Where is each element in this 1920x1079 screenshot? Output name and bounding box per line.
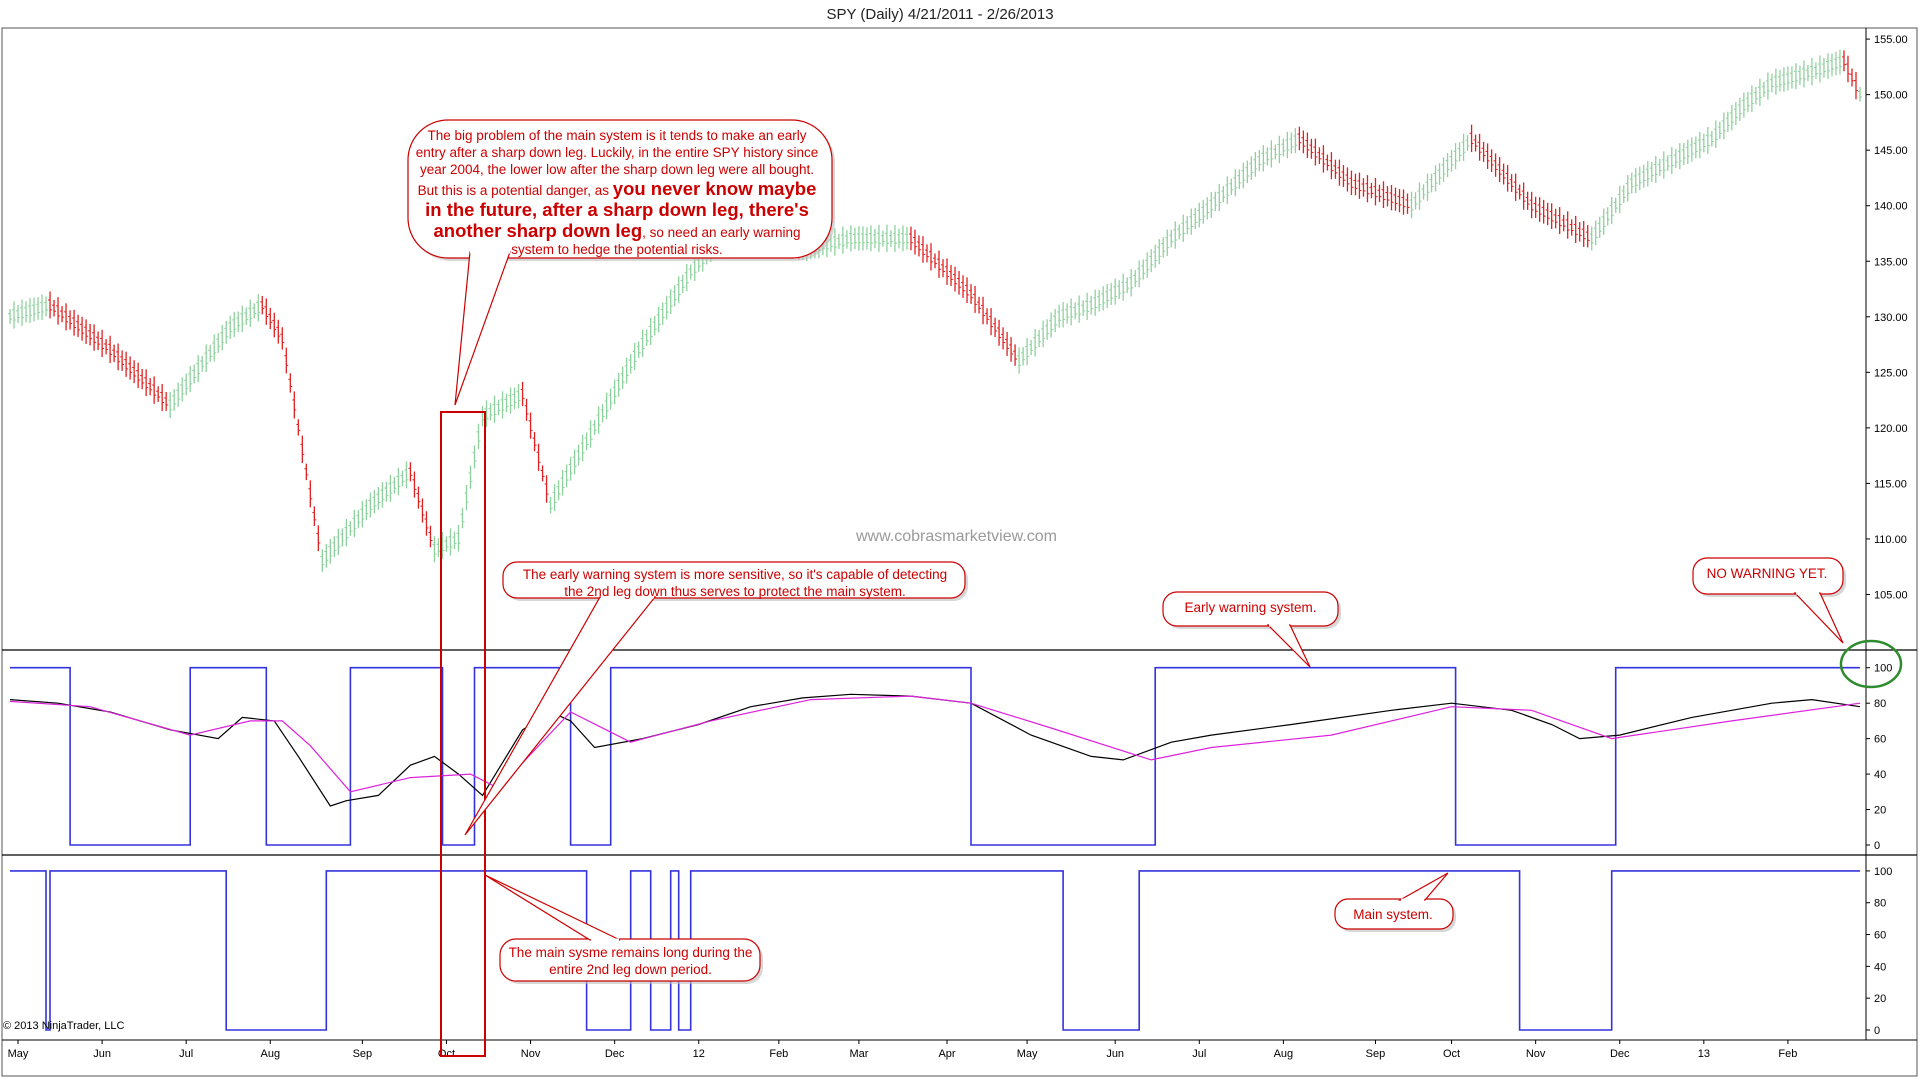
main-system-axis: 0 20 40 60 80 100 [1866, 866, 1892, 1037]
x-tick-label: Jun [93, 1048, 111, 1060]
early-warning-lines [9, 666, 1861, 846]
y-tick-label: 115.00 [1874, 478, 1907, 490]
callout-no-warning [1692, 557, 1844, 595]
x-tick-label: Nov [1526, 1048, 1546, 1060]
x-tick-label: Aug [260, 1048, 280, 1060]
callout-main-remains-tail [484, 874, 621, 941]
callout-problem-tail [454, 251, 511, 406]
y-tick-label: 110.00 [1874, 534, 1907, 546]
x-tick-label: Dec [1610, 1048, 1630, 1060]
y-tick-label: 120.00 [1874, 423, 1908, 435]
copyright: © 2013 NinjaTrader, LLC [3, 1020, 125, 1032]
x-tick-label: Jul [1192, 1048, 1206, 1060]
highlight-box [440, 411, 486, 1057]
y-tick-label: 80 [1874, 898, 1886, 910]
callout-main-remains [499, 938, 761, 982]
callout-problem [407, 119, 833, 259]
y-tick-label: 135.00 [1874, 256, 1908, 268]
y-tick-label: 20 [1874, 805, 1886, 817]
y-tick-label: 150.00 [1874, 90, 1908, 102]
y-tick-label: 80 [1874, 698, 1886, 710]
y-tick-label: 140.00 [1874, 201, 1908, 213]
x-tick-label: 13 [1698, 1048, 1710, 1060]
y-tick-label: 60 [1874, 930, 1886, 942]
callout-early-sensitive-tail [464, 596, 657, 836]
x-tick-label: Feb [1778, 1048, 1797, 1060]
callout-no-warning-tail [1793, 592, 1844, 644]
y-tick-label: 155.00 [1874, 34, 1908, 46]
callout-main-label [1334, 898, 1454, 930]
x-tick-label: Feb [769, 1048, 788, 1060]
x-tick-label: Aug [1274, 1048, 1294, 1060]
main-system-lines [10, 870, 1860, 1031]
x-tick-label: May [8, 1048, 29, 1060]
y-tick-label: 145.00 [1874, 145, 1908, 157]
x-tick-label: May [1017, 1048, 1038, 1060]
watermark: www.cobrasmarketview.com [856, 528, 1057, 545]
y-tick-label: 0 [1874, 1025, 1880, 1037]
x-tick-label: Sep [353, 1048, 373, 1060]
y-tick-label: 100 [1874, 866, 1892, 878]
x-tick-label: Mar [849, 1048, 868, 1060]
callout-problem-post: , so need an early warning system to hed… [511, 225, 801, 257]
x-tick-label: Jun [1106, 1048, 1124, 1060]
date-axis: May Jun Jul Aug Sep Oct Nov Dec 12 Feb Mar Apr May Ju… [8, 1040, 1797, 1060]
early-warning-axis: 0 20 40 60 80 100 [1866, 663, 1892, 852]
price-candles [8, 49, 1862, 572]
chart-border [1, 27, 1918, 1077]
y-tick-label: 125.00 [1874, 367, 1908, 379]
y-tick-label: 40 [1874, 769, 1886, 781]
callout-early-label [1162, 591, 1339, 627]
x-tick-label: Oct [1443, 1048, 1460, 1060]
y-tick-label: 0 [1874, 840, 1880, 852]
x-tick-label: Nov [521, 1048, 541, 1060]
y-tick-label: 105.00 [1874, 589, 1908, 601]
x-tick-label: Apr [938, 1048, 955, 1060]
callout-early-label-tail [1266, 624, 1311, 668]
y-tick-label: 40 [1874, 961, 1886, 973]
series-line [9, 693, 1861, 807]
callout-problem-bold: you never know maybe in the future, afte… [425, 178, 817, 241]
callout-early-sensitive: The early warning system is more sensiti… [522, 567, 948, 599]
callout-early-sensitive [502, 561, 966, 599]
no-warning-circle [1839, 639, 1903, 689]
price-axis: 105.00 110.00 115.00 120.00 125.00 130.00 135.… [1866, 34, 1908, 601]
callout-problem-pre: The big problem of the main system is it… [415, 128, 819, 198]
y-tick-label: 100 [1874, 663, 1892, 675]
series-line [9, 695, 1861, 793]
callout-problem-text: The big problem of the main system is it… [413, 127, 821, 258]
callout-main-remains: The main sysme remains long during the e… [508, 945, 753, 977]
x-tick-label: Jul [179, 1048, 193, 1060]
y-tick-label: 60 [1874, 734, 1886, 746]
y-tick-label: 20 [1874, 993, 1886, 1005]
callout-main-label-tail [1397, 872, 1449, 901]
series-line [10, 870, 1860, 1031]
x-tick-label: 12 [693, 1048, 705, 1060]
panel-frames [1, 27, 1918, 1077]
x-tick-label: Sep [1366, 1048, 1386, 1060]
callout-shapes [407, 119, 1903, 1057]
chart-title: SPY (Daily) 4/21/2011 - 2/26/2013 [826, 6, 1053, 23]
series-line [10, 666, 1860, 846]
x-tick-label: Dec [605, 1048, 625, 1060]
callout-early-label: Early warning system. [1184, 600, 1317, 615]
y-tick-label: 130.00 [1874, 312, 1908, 324]
callout-main-label: Main system. [1353, 907, 1433, 922]
callout-no-warning: NO WARNING YET. [1706, 566, 1828, 581]
